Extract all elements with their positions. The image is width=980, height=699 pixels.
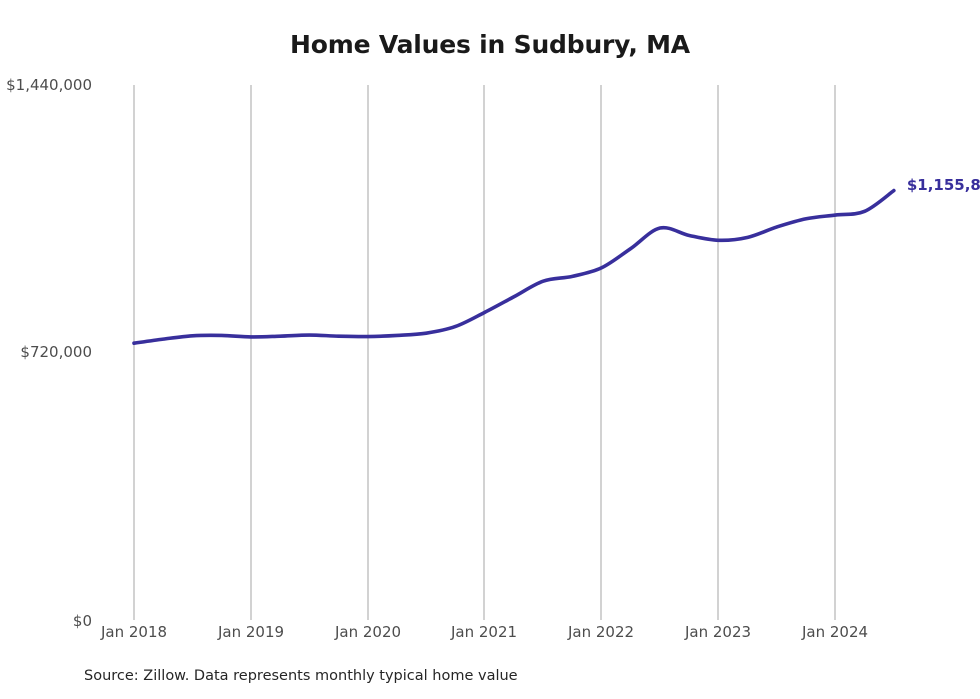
source-note: Source: Zillow. Data represents monthly … <box>84 668 518 684</box>
x-axis-tick-label-jan-2022: Jan 2022 <box>567 623 635 641</box>
x-axis-tick-label-jan-2023: Jan 2023 <box>684 623 752 641</box>
x-axis-tick-label-jan-2018: Jan 2018 <box>100 623 168 641</box>
chart-title: Home Values in Sudbury, MA <box>290 30 690 59</box>
x-axis-tick-label-jan-2024: Jan 2024 <box>801 623 869 641</box>
x-axis-tick-label-jan-2019: Jan 2019 <box>217 623 285 641</box>
data-line-typical-home-value <box>132 188 896 346</box>
end-value-annotation: $1,155,84 <box>906 175 980 194</box>
x-axis-tick-label-jan-2021: Jan 2021 <box>450 623 518 641</box>
gridlines <box>133 85 836 620</box>
x-axis-tick-label-jan-2020: Jan 2020 <box>334 623 402 641</box>
y-axis-tick-label-bottom: $0 <box>72 612 92 630</box>
y-axis-tick-label-middle: $720,000 <box>20 343 92 361</box>
y-axis-tick-label-top: $1,440,000 <box>6 76 92 94</box>
